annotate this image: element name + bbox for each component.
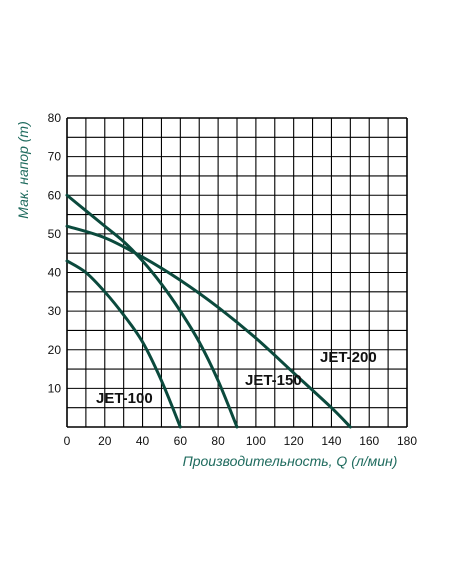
y-tick-label: 10 [48, 381, 62, 395]
y-tick-label: 60 [48, 188, 62, 202]
y-tick-label: 50 [48, 227, 62, 241]
series-line-jet-150 [65, 193, 239, 429]
x-tick-label: 100 [246, 434, 266, 448]
x-tick-label: 0 [64, 434, 71, 448]
tick-labels: 0 20 40 60 80 100 120 140 160 180 10 20 30 40 50 60 70 80 [48, 111, 418, 448]
y-tick-label: 20 [48, 343, 62, 357]
x-tick-label: 20 [98, 434, 112, 448]
x-tick-label: 60 [174, 434, 188, 448]
x-axis-title: Производительность, Q (л/мин) [183, 453, 398, 469]
series-line-jet-100 [65, 259, 182, 429]
y-axis-title: Мак. напор (m) [15, 121, 31, 218]
grid [66, 117, 408, 428]
series-label-jet-150: JET-150 [245, 372, 302, 389]
series-line-jet-200 [65, 224, 352, 429]
x-tick-label: 80 [211, 434, 225, 448]
y-tick-label: 30 [48, 304, 62, 318]
series-label-jet-200: JET-200 [320, 349, 377, 366]
x-tick-label: 160 [359, 434, 379, 448]
y-tick-label: 70 [48, 150, 62, 164]
curves [65, 193, 352, 429]
x-tick-label: 120 [284, 434, 304, 448]
series-label-jet-100: JET-100 [96, 390, 153, 407]
x-tick-label: 140 [321, 434, 341, 448]
x-tick-label: 180 [397, 434, 417, 448]
x-tick-label: 40 [136, 434, 150, 448]
y-tick-label: 40 [48, 266, 62, 280]
y-tick-label: 80 [48, 111, 62, 125]
